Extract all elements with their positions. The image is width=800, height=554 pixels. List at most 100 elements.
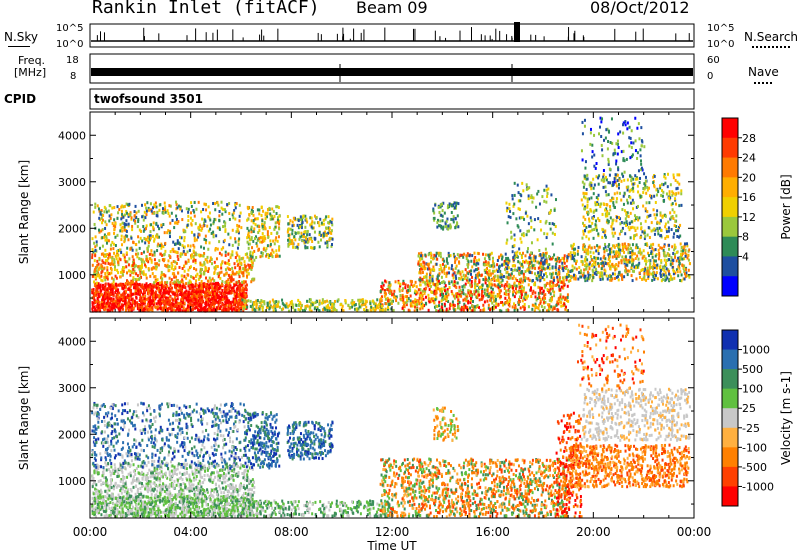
heatmap-cell (438, 287, 441, 291)
heatmap-cell (150, 267, 153, 271)
heatmap-cell (188, 279, 191, 283)
heatmap-cell (437, 224, 440, 228)
heatmap-cell (288, 237, 291, 241)
heatmap-cell (238, 255, 241, 259)
heatmap-cell (125, 251, 128, 255)
heatmap-cell (244, 252, 247, 256)
heatmap-cell (514, 277, 517, 281)
heatmap-cell (96, 204, 99, 208)
heatmap-cell (108, 272, 111, 276)
heatmap-cell (212, 220, 215, 224)
heatmap-cell (556, 275, 559, 279)
heatmap-cell (141, 263, 144, 267)
heatmap-cell (157, 281, 160, 285)
heatmap-cell (121, 282, 124, 286)
heatmap-cell (238, 219, 241, 223)
heatmap-cell (516, 224, 519, 228)
heatmap-cell (471, 275, 474, 279)
heatmap-cell (467, 301, 470, 305)
heatmap-cell (212, 230, 215, 234)
heatmap-cell (381, 287, 384, 291)
heatmap-cell (446, 261, 449, 265)
heatmap-cell (245, 270, 248, 274)
heatmap-cell (464, 297, 467, 301)
heatmap-cell (91, 291, 94, 295)
heatmap-cell (201, 300, 204, 304)
heatmap-cell (375, 305, 378, 309)
heatmap-cell (134, 204, 137, 208)
heatmap-cell (274, 309, 277, 313)
heatmap-cell (380, 285, 383, 289)
heatmap-cell (198, 302, 201, 306)
heatmap-cell (275, 236, 278, 240)
heatmap-cell (429, 300, 432, 304)
heatmap-cell (129, 269, 132, 273)
heatmap-cell (520, 289, 523, 293)
heatmap-cell (111, 285, 114, 289)
heatmap-cell (433, 211, 436, 215)
heatmap-cell (469, 296, 472, 300)
heatmap-cell (517, 271, 520, 275)
heatmap-cell (399, 282, 402, 286)
heatmap-cell (119, 275, 122, 279)
heatmap-cell (134, 252, 137, 256)
heatmap-cell (447, 204, 450, 208)
heatmap-cell (164, 205, 167, 209)
heatmap-cell (125, 265, 128, 269)
heatmap-cell (187, 214, 190, 218)
heatmap-cell (527, 194, 530, 198)
heatmap-cell (215, 257, 218, 261)
nsearch-legend-line (752, 46, 790, 48)
heatmap-cell (192, 243, 195, 247)
heatmap-cell (449, 254, 452, 258)
heatmap-cell (462, 292, 465, 296)
heatmap-cell (233, 272, 236, 276)
heatmap-cell (103, 291, 106, 295)
heatmap-cell (437, 309, 440, 313)
heatmap-cell (484, 268, 487, 272)
heatmap-cell (184, 230, 187, 234)
heatmap-cell (322, 222, 325, 226)
heatmap-cell (180, 291, 183, 295)
heatmap-cell (139, 306, 142, 310)
heatmap-cell (470, 269, 473, 273)
heatmap-cell (328, 300, 331, 304)
heatmap-cell (549, 287, 552, 291)
heatmap-cell (168, 299, 171, 303)
heatmap-cell (478, 298, 481, 302)
heatmap-cell (553, 307, 556, 311)
heatmap-cell (240, 226, 243, 230)
heatmap-cell (154, 290, 157, 294)
heatmap-cell (141, 299, 144, 303)
heatmap-cell (427, 284, 430, 288)
heatmap-cell (251, 251, 254, 255)
heatmap-cell (306, 246, 309, 250)
heatmap-cell (198, 297, 201, 301)
heatmap-cell (543, 188, 546, 192)
heatmap-cell (291, 239, 294, 243)
heatmap-cell (426, 282, 429, 286)
heatmap-cell (493, 278, 496, 282)
heatmap-cell (176, 241, 179, 245)
heatmap-cell (305, 217, 308, 221)
heatmap-cell (124, 289, 127, 293)
heatmap-cell (528, 260, 531, 264)
heatmap-cell (149, 285, 152, 289)
heatmap-cell (112, 242, 115, 246)
heatmap-cell (105, 223, 108, 227)
heatmap-cell (508, 283, 511, 287)
heatmap-cell (476, 267, 479, 271)
heatmap-cell (420, 300, 423, 304)
heatmap-cell (506, 267, 509, 271)
heatmap-cell (124, 296, 127, 300)
heatmap-cell (216, 300, 219, 304)
heatmap-cell (502, 275, 505, 279)
heatmap-cell (179, 284, 182, 288)
heatmap-cell (148, 307, 151, 311)
heatmap-cell (139, 236, 142, 240)
heatmap-cell (207, 205, 210, 209)
heatmap-cell (381, 281, 384, 285)
heatmap-cell (248, 234, 251, 238)
heatmap-cell (227, 306, 230, 310)
heatmap-cell (490, 293, 493, 297)
